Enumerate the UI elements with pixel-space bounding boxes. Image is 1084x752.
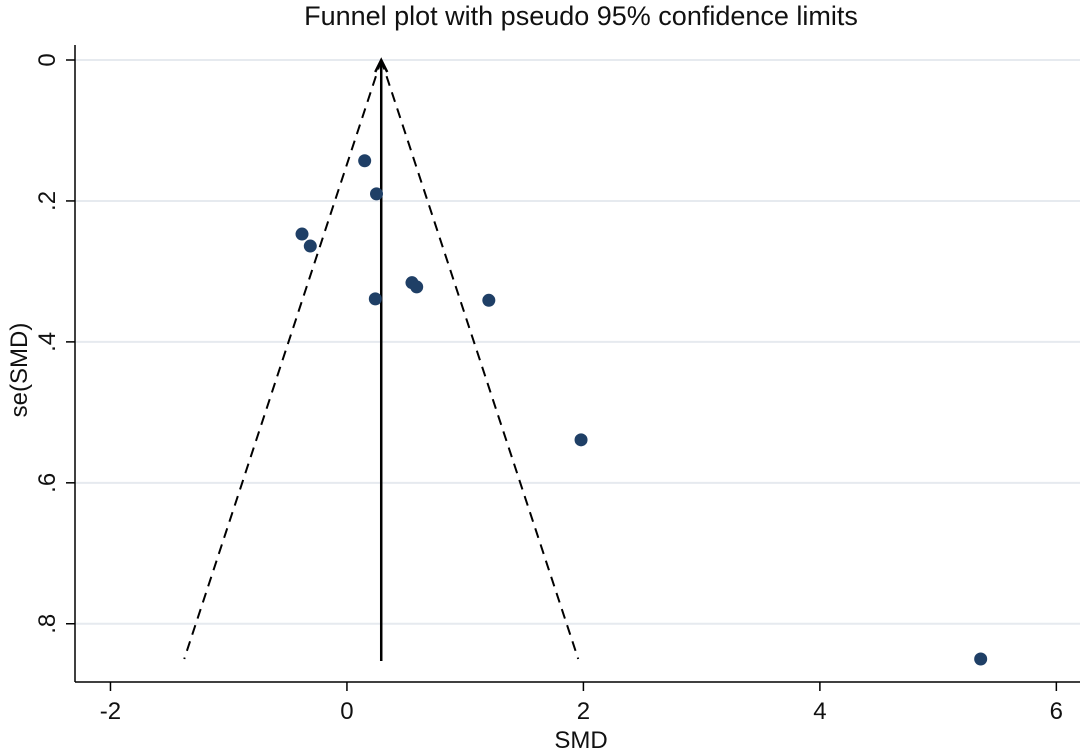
x-axis-label: SMD xyxy=(554,727,607,752)
axes: 0 .2 .4 .6 .8 -2 0 2 4 6 xyxy=(34,45,1080,725)
chart-title: Funnel plot with pseudo 95% confidence l… xyxy=(304,1,858,31)
study-point xyxy=(410,280,424,294)
study-point xyxy=(295,227,309,241)
x-tick-label: 2 xyxy=(577,698,590,725)
study-point xyxy=(482,293,496,307)
y-tick-label: .8 xyxy=(34,614,61,634)
study-point xyxy=(974,652,988,666)
y-tick-label: .6 xyxy=(34,473,61,493)
study-point xyxy=(368,292,382,306)
x-tick-label: 4 xyxy=(813,698,826,725)
y-tick-label: 0 xyxy=(34,53,61,66)
y-axis-label: se(SMD) xyxy=(6,323,33,418)
study-point xyxy=(370,187,383,201)
study-point xyxy=(303,239,317,253)
lower-confidence-limit xyxy=(183,59,383,660)
y-tick-label: .4 xyxy=(34,332,61,352)
chart-marks xyxy=(183,57,988,666)
x-tick-label: 6 xyxy=(1050,698,1063,725)
pooled-estimate-arrowhead xyxy=(374,57,389,73)
grid-lines xyxy=(75,59,1080,625)
upper-confidence-limit xyxy=(380,59,580,660)
x-tick-label: -2 xyxy=(100,698,121,725)
study-point xyxy=(574,433,588,447)
x-tick-label: 0 xyxy=(340,698,353,725)
y-tick-label: .2 xyxy=(34,191,61,211)
study-point xyxy=(358,154,372,168)
